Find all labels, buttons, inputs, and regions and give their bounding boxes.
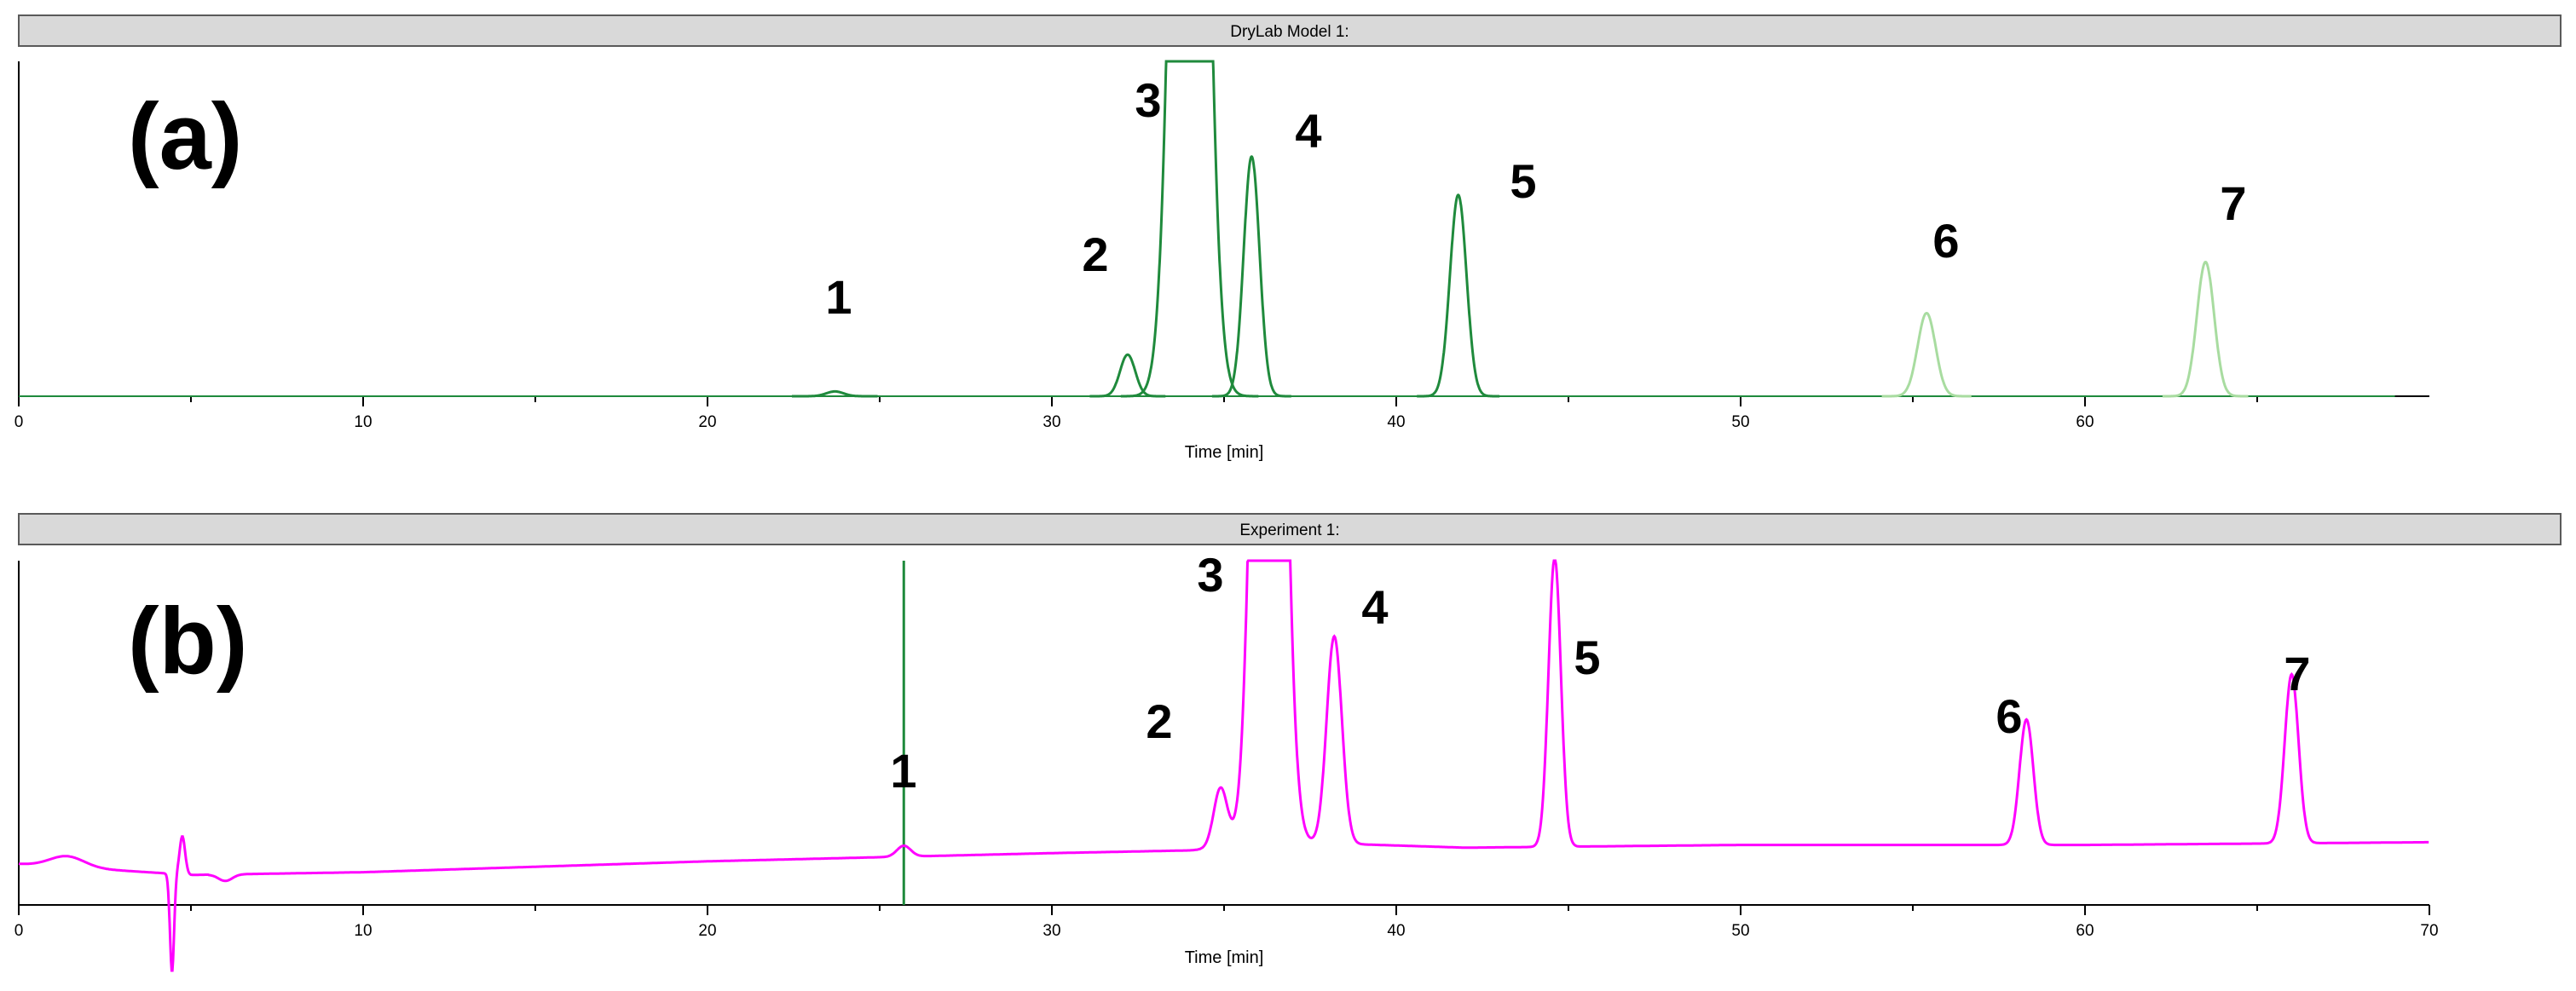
peak-3 [1120,60,1259,398]
panel-a: DryLab Model 1: (a) 0 10 20 30 40 50 60 1 2 3 4 5 6… [14,14,2562,462]
peak-label-3: 3 [1135,73,1161,127]
experiment-trace [18,559,2429,972]
peak-label-4: 4 [1295,104,1321,158]
x-tick-label: 10 [354,922,372,940]
x-tick-label: 40 [1387,922,1405,940]
panel-a-title-bar [18,14,2562,47]
x-tick-label: 0 [14,413,24,431]
peak-label-3: 3 [1197,548,1223,602]
x-tick-label: 50 [1731,413,1749,431]
peak-5 [1417,193,1500,398]
panel-b-peak-labels: 1 2 3 4 5 6 7 [890,548,2310,798]
peak-label-5: 5 [1574,631,1600,684]
peak-label-4: 4 [1361,580,1388,634]
peak-label-2: 2 [1082,228,1108,281]
x-tick-label: 30 [1043,922,1060,940]
peak-label-1: 1 [825,270,852,324]
panel-a-peak-labels: 1 2 3 4 5 6 7 [825,73,2246,324]
panel-a-x-ticks: 0 10 20 30 40 50 60 [14,396,2258,431]
peak-label-1: 1 [890,744,916,798]
panel-b-label: (b) [128,589,247,694]
panel-b-title-bar [18,513,2562,545]
panel-b-x-axis-label: Time [min] [1185,948,1264,967]
peak-1 [792,389,878,398]
x-tick-label: 20 [698,922,716,940]
x-tick-label: 60 [2076,413,2094,431]
x-tick-label: 40 [1387,413,1405,431]
panel-b-x-ticks: 0 10 20 30 40 50 60 70 [14,905,2439,940]
x-tick-label: 20 [698,413,716,431]
peak-label-5: 5 [1510,154,1536,208]
x-tick-label: 10 [354,413,372,431]
peak-2 [1089,353,1166,398]
panel-b: Experiment 1: (b) 0 10 20 30 40 50 60 70 1 2 3 4 5 6… [14,513,2562,972]
panel-a-trace [19,60,2395,398]
panel-a-label: (a) [128,84,242,189]
peak-label-7: 7 [2284,647,2310,700]
x-tick-label: 60 [2076,922,2094,940]
peak-7 [2162,260,2249,398]
x-tick-label: 30 [1043,413,1060,431]
peak-label-6: 6 [1996,689,2022,743]
x-tick-label: 0 [14,922,24,940]
peak-4 [1211,155,1291,398]
peak-6 [1881,311,1972,398]
panel-b-trace [18,559,2429,972]
panel-a-x-axis-label: Time [min] [1185,443,1264,462]
x-tick-label: 50 [1731,922,1749,940]
peak-label-7: 7 [2220,176,2246,230]
panel-a-title: DryLab Model 1: [1230,23,1349,41]
x-tick-label: 70 [2420,922,2438,940]
peak-label-6: 6 [1932,214,1959,268]
panel-b-title: Experiment 1: [1239,521,1339,539]
peak-label-2: 2 [1146,694,1172,748]
